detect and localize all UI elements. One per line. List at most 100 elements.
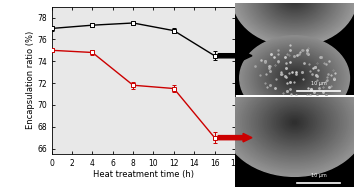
Circle shape — [289, 74, 300, 82]
Circle shape — [240, 0, 349, 40]
Circle shape — [251, 44, 339, 112]
Circle shape — [273, 0, 316, 15]
Circle shape — [246, 86, 343, 159]
Circle shape — [242, 38, 347, 118]
Circle shape — [248, 42, 341, 114]
Circle shape — [227, 71, 356, 174]
Circle shape — [280, 112, 309, 133]
Circle shape — [244, 0, 346, 38]
Circle shape — [263, 54, 326, 102]
Circle shape — [259, 96, 330, 149]
Circle shape — [284, 114, 305, 131]
Circle shape — [274, 62, 315, 94]
Circle shape — [240, 36, 350, 120]
Circle shape — [284, 0, 305, 7]
Circle shape — [264, 100, 325, 145]
Circle shape — [253, 46, 336, 110]
Circle shape — [229, 73, 356, 172]
Circle shape — [255, 47, 334, 108]
Circle shape — [255, 93, 334, 152]
Circle shape — [278, 110, 311, 135]
Circle shape — [292, 76, 297, 80]
Circle shape — [232, 0, 356, 46]
Circle shape — [225, 70, 356, 175]
Circle shape — [293, 121, 297, 124]
Circle shape — [230, 74, 356, 171]
Circle shape — [267, 57, 322, 99]
Circle shape — [273, 106, 316, 139]
Circle shape — [257, 0, 332, 27]
Circle shape — [275, 108, 314, 137]
Circle shape — [244, 39, 345, 117]
Circle shape — [256, 0, 333, 28]
Circle shape — [266, 101, 323, 144]
Circle shape — [257, 50, 332, 106]
Circle shape — [266, 56, 323, 100]
Circle shape — [285, 0, 304, 5]
Circle shape — [250, 0, 340, 33]
Circle shape — [273, 61, 316, 95]
Circle shape — [282, 69, 307, 88]
Circle shape — [252, 90, 337, 155]
Circle shape — [248, 88, 341, 157]
Circle shape — [281, 67, 308, 88]
Circle shape — [290, 0, 299, 2]
Y-axis label: Encapsulation ratio (%): Encapsulation ratio (%) — [26, 31, 35, 129]
Circle shape — [245, 0, 344, 36]
Circle shape — [277, 64, 313, 92]
Circle shape — [262, 0, 327, 23]
Circle shape — [259, 0, 330, 26]
Circle shape — [236, 78, 354, 167]
Circle shape — [268, 0, 321, 19]
Circle shape — [285, 71, 304, 85]
Circle shape — [251, 0, 338, 32]
Circle shape — [284, 70, 305, 86]
Circle shape — [279, 0, 310, 10]
Circle shape — [270, 59, 319, 97]
Circle shape — [276, 63, 314, 93]
Circle shape — [282, 113, 307, 132]
Circle shape — [281, 0, 309, 9]
Circle shape — [237, 79, 352, 166]
Circle shape — [271, 60, 318, 96]
Circle shape — [237, 0, 352, 42]
Circle shape — [253, 91, 336, 153]
Circle shape — [271, 0, 318, 16]
Circle shape — [242, 0, 347, 39]
Circle shape — [265, 55, 325, 101]
Circle shape — [292, 0, 298, 1]
Circle shape — [288, 73, 302, 83]
Circle shape — [277, 109, 313, 136]
Circle shape — [262, 98, 327, 147]
Circle shape — [236, 0, 354, 43]
Circle shape — [278, 65, 311, 91]
Circle shape — [260, 52, 329, 104]
Circle shape — [268, 58, 321, 98]
Circle shape — [263, 0, 326, 22]
Circle shape — [282, 0, 307, 8]
X-axis label: Heat treatment time (h): Heat treatment time (h) — [93, 170, 194, 179]
Circle shape — [286, 116, 304, 129]
Circle shape — [287, 0, 302, 4]
Circle shape — [287, 117, 302, 128]
Circle shape — [262, 53, 328, 103]
Circle shape — [254, 0, 335, 29]
Text: 10 μm: 10 μm — [310, 173, 326, 178]
Circle shape — [274, 0, 315, 14]
Circle shape — [253, 0, 336, 30]
Circle shape — [252, 45, 337, 111]
Circle shape — [232, 75, 356, 170]
Circle shape — [268, 102, 321, 143]
Text: 10 μm: 10 μm — [310, 81, 326, 86]
Circle shape — [267, 0, 323, 20]
Circle shape — [239, 0, 350, 41]
Circle shape — [270, 0, 319, 17]
Circle shape — [256, 49, 333, 108]
Circle shape — [249, 43, 340, 113]
Circle shape — [291, 120, 298, 125]
Circle shape — [243, 83, 346, 162]
Circle shape — [257, 94, 332, 151]
Circle shape — [234, 77, 355, 168]
Circle shape — [259, 51, 330, 105]
Circle shape — [239, 81, 350, 164]
